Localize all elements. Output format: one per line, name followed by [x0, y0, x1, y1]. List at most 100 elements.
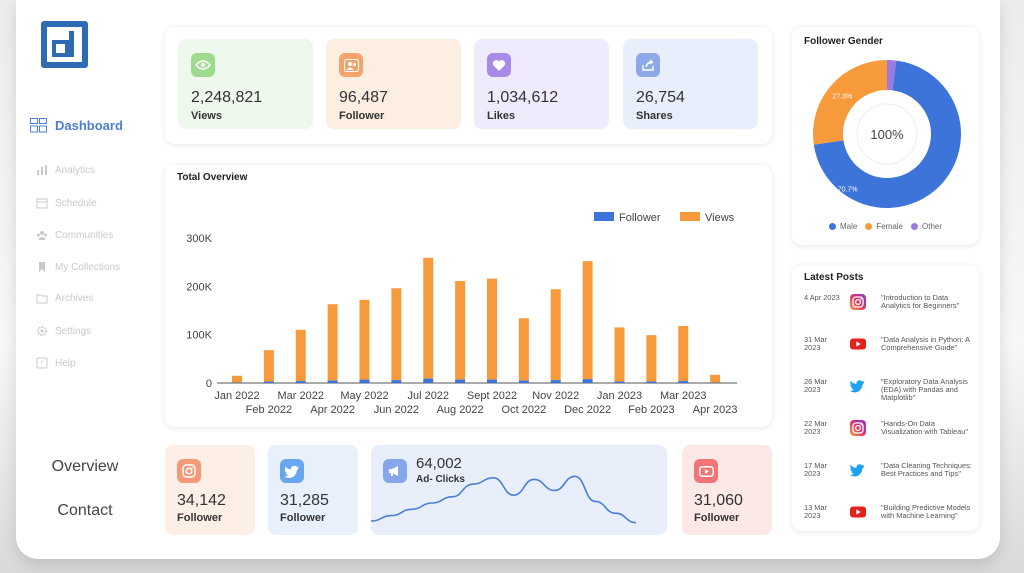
- post-item[interactable]: 22 Mar 2023 "Hands-On Data Visualization …: [804, 420, 974, 456]
- social-tile-twitter[interactable]: 31,285 Follower: [268, 445, 358, 535]
- legend-item-other: Other: [911, 222, 942, 231]
- x-tick-label: May 2022: [340, 390, 388, 402]
- legend-swatch: [594, 212, 614, 221]
- post-item[interactable]: 31 Mar 2023 "Data Analysis in Python: A C…: [804, 336, 974, 372]
- overview-bar-chart: 0 100K 200K 300K Jan 2022 Feb 2022 Mar 2022 Apr…: [186, 212, 737, 416]
- stat-label: Likes: [487, 110, 516, 122]
- donut-slice-other[interactable]: [887, 60, 897, 91]
- post-date: 26 Mar 2023: [804, 377, 828, 394]
- bar-follower[interactable]: [295, 381, 306, 383]
- share-icon: [636, 53, 660, 77]
- post-date: 13 Mar 2023: [804, 503, 828, 520]
- bar-views[interactable]: [487, 278, 497, 380]
- stat-value: 1,034,612: [487, 89, 559, 106]
- x-tick-label: Jan 2023: [597, 390, 642, 402]
- post-date: 4 Apr 2023: [804, 293, 840, 302]
- stat-tile-shares[interactable]: 26,754 Shares: [623, 39, 758, 129]
- y-tick-label: 100K: [186, 330, 212, 342]
- overview-link[interactable]: Overview: [51, 458, 119, 475]
- svg-text:!: !: [40, 359, 43, 368]
- sidebar-item-schedule[interactable]: Schedule: [36, 195, 97, 211]
- post-title: "Hands-On Data Visualization with Tablea…: [881, 420, 968, 436]
- bar-follower[interactable]: [391, 380, 402, 383]
- donut-slice-female[interactable]: [813, 60, 887, 145]
- sidebar-item-analytics[interactable]: Analytics: [36, 162, 95, 178]
- bar-follower[interactable]: [678, 381, 689, 383]
- logo-icon[interactable]: [41, 21, 88, 68]
- sidebar-item-label: Dashboard: [55, 117, 123, 133]
- bar-follower[interactable]: [263, 381, 274, 383]
- bar-follower[interactable]: [359, 379, 370, 383]
- sidebar-item-communities[interactable]: Communities: [36, 227, 113, 243]
- bar-views[interactable]: [391, 288, 402, 381]
- sidebar-item-help[interactable]: ! Help: [36, 355, 76, 371]
- donut-center-label: 100%: [870, 127, 904, 142]
- bar-follower[interactable]: [327, 380, 338, 383]
- gender-card: Follower Gender 70.7% 27.3% 100% Male Femal…: [792, 27, 979, 245]
- bar-views[interactable]: [263, 350, 274, 382]
- stat-tile-views[interactable]: 2,248,821 Views: [178, 39, 313, 129]
- bar-views[interactable]: [327, 304, 338, 381]
- sidebar-item-my-collections[interactable]: My Collections: [36, 259, 120, 275]
- bar-views[interactable]: [518, 318, 529, 381]
- x-tick-label: Mar 2023: [660, 390, 706, 402]
- bar-views[interactable]: [614, 327, 625, 382]
- legend-label: Other: [922, 222, 943, 231]
- stat-tile-follower[interactable]: 96,487 Follower: [326, 39, 461, 129]
- bar-follower[interactable]: [582, 379, 593, 383]
- legend-label: Male: [839, 222, 858, 231]
- instagram-icon: [850, 294, 866, 310]
- bar-follower[interactable]: [423, 378, 434, 383]
- megaphone-icon: [383, 459, 407, 483]
- bar-views[interactable]: [232, 375, 242, 383]
- social-tile-instagram[interactable]: 34,142 Follower: [165, 445, 255, 535]
- bar-views[interactable]: [710, 374, 721, 383]
- sidebar-item-archives[interactable]: Archives: [36, 290, 93, 306]
- x-tick-label: Feb 2022: [246, 404, 292, 416]
- x-tick-label: Nov 2022: [532, 390, 579, 402]
- bar-follower[interactable]: [455, 379, 466, 383]
- ad-clicks-tile[interactable]: 64,002 Ad- Clicks: [371, 445, 667, 535]
- sidebar-item-label: Schedule: [55, 197, 97, 209]
- bar-views[interactable]: [582, 261, 593, 380]
- help-icon: !: [36, 357, 48, 369]
- twitter-icon: [280, 459, 304, 483]
- bar-follower[interactable]: [487, 379, 497, 383]
- bar-views[interactable]: [423, 257, 434, 379]
- post-item[interactable]: 13 Mar 2023 "Building Predictive Models w…: [804, 504, 974, 531]
- social-value: 34,142: [177, 492, 226, 509]
- bar-follower[interactable]: [614, 381, 625, 383]
- contact-link[interactable]: Contact: [57, 502, 113, 519]
- stat-label: Follower: [339, 110, 385, 122]
- bar-views[interactable]: [295, 329, 306, 382]
- ad-clicks-line-chart: [371, 475, 637, 524]
- sidebar-item-dashboard[interactable]: Dashboard: [30, 117, 123, 133]
- bar-views[interactable]: [646, 335, 657, 382]
- bar-views[interactable]: [359, 299, 370, 380]
- bar-follower[interactable]: [550, 380, 561, 383]
- post-item[interactable]: 17 Mar 2023 "Data Cleaning Techniques: Be…: [804, 462, 974, 498]
- bar-follower[interactable]: [518, 380, 529, 383]
- bar-follower[interactable]: [646, 381, 657, 383]
- donut-slice-male[interactable]: [813, 60, 961, 209]
- stat-label: Shares: [636, 110, 673, 122]
- sidebar-item-label: Settings: [55, 325, 92, 337]
- bar-views[interactable]: [550, 289, 561, 381]
- social-label: Follower: [177, 512, 223, 524]
- x-tick-label: Dec 2022: [564, 404, 611, 416]
- legend-label: Views: [705, 212, 735, 224]
- social-label: Follower: [280, 512, 326, 524]
- bar-views[interactable]: [678, 325, 689, 382]
- stat-tile-likes[interactable]: 1,034,612 Likes: [474, 39, 609, 129]
- ad-clicks-value: 64,002: [416, 455, 462, 472]
- social-tile-youtube[interactable]: 31,060 Follower: [682, 445, 772, 535]
- y-tick-label: 300K: [186, 233, 212, 245]
- social-label: Follower: [694, 512, 740, 524]
- stat-value: 2,248,821: [191, 89, 263, 106]
- post-item[interactable]: 26 Mar 2023 "Exploratory Data Analysis (E…: [804, 378, 974, 414]
- bar-views[interactable]: [455, 281, 466, 380]
- post-item[interactable]: 4 Apr 2023 "Introduction to Data Analytic…: [804, 294, 974, 330]
- social-value: 31,285: [280, 492, 329, 509]
- sidebar-item-settings[interactable]: Settings: [36, 323, 91, 339]
- post-title: "Data Cleaning Techniques: Best Practice…: [881, 462, 972, 478]
